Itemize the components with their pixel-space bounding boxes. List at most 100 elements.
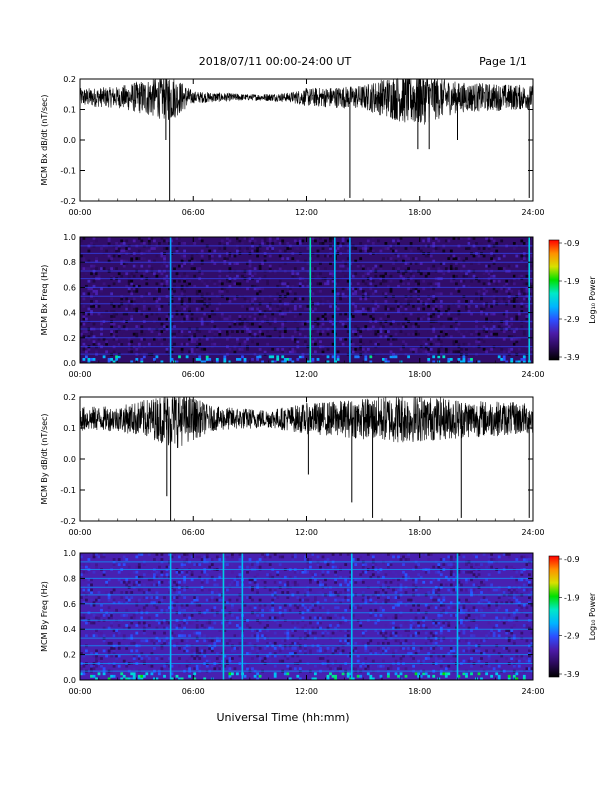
spectrogram-cell: [452, 317, 456, 321]
spectrogram-cell: [251, 598, 254, 602]
spectrogram-cell: [256, 300, 259, 303]
spectrogram-cell: [256, 254, 259, 258]
spectrogram-cell: [351, 614, 355, 617]
spectrogram-cell: [515, 677, 519, 681]
spectrogram-cell: [316, 591, 320, 594]
spectrogram-cell: [236, 274, 239, 278]
spectrogram-cell: [371, 659, 375, 663]
x-tick-label: 00:00: [68, 528, 91, 537]
waveform-trace: [79, 396, 534, 449]
spectrogram-cell: [288, 677, 292, 681]
spectrogram-cell: [180, 305, 184, 308]
spectrogram-cell: [243, 631, 247, 635]
spectrogram-cell: [220, 315, 224, 318]
spectrogram-cell: [170, 591, 174, 594]
spectrogram-cell: [107, 259, 111, 263]
spectrogram-cell: [341, 247, 345, 250]
spectrogram-cell: [442, 563, 446, 566]
spectrogram-cell: [480, 657, 483, 660]
spectrogram-cell: [316, 305, 320, 308]
spectrogram-cell: [105, 350, 108, 354]
spectrogram-cell: [517, 312, 521, 316]
spectrogram-cell: [115, 654, 118, 658]
spectrogram-cell: [188, 259, 191, 263]
spectrogram-cell: [273, 654, 277, 658]
spectrogram-cell: [326, 608, 330, 612]
spectrogram-cell: [288, 307, 292, 311]
spectrogram-cell: [286, 672, 290, 676]
spectrogram-cell: [238, 641, 242, 645]
spectrogram-cell: [442, 249, 446, 253]
spectrogram-cell: [512, 596, 516, 599]
spectrogram-cell: [412, 325, 415, 328]
spectrogram-cell: [399, 647, 403, 650]
spectrogram-cell: [432, 674, 436, 678]
spectrogram-cell: [374, 565, 378, 569]
spectrogram-cell: [140, 274, 144, 278]
spectrogram-cell: [233, 322, 237, 326]
spectrogram-cell: [208, 659, 212, 663]
spectrogram-cell: [482, 305, 486, 308]
spectrogram-cell: [246, 570, 249, 574]
spectrogram-cell: [97, 297, 101, 301]
spectrogram-cell: [419, 626, 423, 630]
spectrogram-cell: [286, 580, 290, 584]
spectrogram-cell: [271, 601, 275, 605]
spectrogram-cell: [117, 664, 121, 668]
spectrogram-cell: [163, 330, 166, 333]
spectrogram-cell: [379, 335, 383, 339]
spectrogram-cell: [213, 667, 217, 671]
spectrogram-cell: [422, 340, 426, 344]
spectrogram-cell: [472, 553, 476, 556]
spectrogram-cell: [452, 257, 456, 260]
spectrogram-cell: [319, 237, 322, 240]
spectrogram-cell: [210, 259, 214, 263]
spectrogram-cell: [150, 664, 154, 668]
spectrogram-cell: [112, 652, 116, 655]
spectrogram-cell: [200, 279, 204, 283]
spectrogram-cell: [349, 575, 353, 579]
spectrogram-cell: [200, 254, 204, 258]
spectrogram-cell: [173, 264, 176, 268]
spectrogram-cell: [276, 284, 280, 288]
spectrogram-cell: [394, 337, 398, 341]
spectrogram-cell: [361, 264, 365, 268]
spectrogram-cell: [525, 315, 529, 318]
spectrogram-cell: [316, 289, 320, 293]
spectrogram-cell: [346, 257, 350, 260]
spectrogram-cell: [263, 350, 267, 354]
spectrogram-cell: [223, 259, 227, 263]
spectrogram-cell: [397, 583, 400, 587]
spectrogram-cell: [203, 558, 207, 561]
spectrogram-cell: [218, 247, 222, 250]
spectrogram-cell: [155, 287, 159, 291]
spectrogram-cell: [427, 267, 431, 270]
spectrogram-cell: [163, 596, 166, 599]
spectrogram-cell: [233, 297, 237, 301]
spectrogram-cell: [324, 629, 327, 632]
spectrogram-cell: [465, 578, 468, 582]
spectrogram-cell: [522, 674, 526, 678]
spectrogram-cell: [122, 659, 126, 663]
waveform-trace: [79, 77, 534, 125]
spectrogram-cell: [258, 558, 262, 561]
spectrogram-cell: [301, 239, 305, 243]
spectrogram-cell: [147, 588, 151, 592]
spectrogram-cell: [213, 335, 217, 339]
spectrogram-cell: [200, 347, 204, 351]
figure-title: 2018/07/11 00:00-24:00 UT: [199, 55, 352, 68]
spectrogram-cell: [291, 647, 295, 650]
spectrogram-cell: [354, 649, 358, 653]
spectrogram-cell: [85, 565, 88, 569]
x-tick-label: 06:00: [182, 687, 205, 696]
spectrogram-cell: [366, 575, 370, 579]
spectrogram-cell: [480, 614, 483, 617]
spectrogram-cell: [482, 583, 486, 587]
spectrogram-cell: [173, 603, 176, 607]
spectrogram-cell: [110, 654, 113, 658]
spectrogram-cell: [283, 262, 287, 265]
spectrogram-cell: [382, 664, 385, 668]
spectrogram-cell: [112, 312, 116, 316]
spectrogram-cell: [215, 591, 219, 594]
spectrogram-cell: [140, 332, 144, 336]
